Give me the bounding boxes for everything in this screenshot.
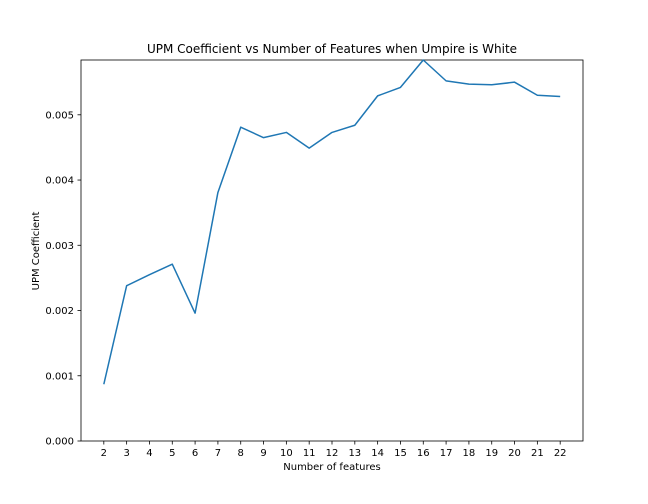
x-tick-label: 3 [123, 448, 129, 459]
x-tick-label: 6 [192, 448, 198, 459]
y-axis-label: UPM Coefficient [31, 212, 42, 291]
y-tick-label: 0.002 [45, 306, 74, 317]
y-tick-label: 0.000 [45, 437, 74, 448]
y-tick-label: 0.004 [45, 176, 74, 187]
x-tick-label: 11 [303, 448, 316, 459]
x-tick-label: 4 [146, 448, 152, 459]
y-tick-label: 0.001 [45, 371, 74, 382]
x-tick-label: 10 [280, 448, 293, 459]
x-tick-label: 17 [440, 448, 453, 459]
x-axis: 2 3 4 5 6 7 8 9 10 11 12 13 14 15 16 17 18 19 20 21 22 [101, 441, 567, 459]
x-tick-label: 16 [417, 448, 430, 459]
x-tick-label: 5 [169, 448, 175, 459]
chart-title: UPM Coefficient vs Number of Features wh… [147, 42, 517, 56]
x-tick-label: 21 [531, 448, 544, 459]
y-tick-label: 0.005 [45, 110, 74, 121]
series-line [103, 59, 561, 385]
y-axis: 0.000 0.001 0.002 0.003 0.004 0.005 [45, 110, 81, 448]
x-tick-label: 19 [485, 448, 498, 459]
x-tick-label: 15 [394, 448, 407, 459]
x-tick-label: 20 [508, 448, 521, 459]
x-tick-label: 14 [371, 448, 384, 459]
plot-area: 2 3 4 5 6 7 8 9 10 11 12 13 14 15 16 17 18 19 20 21 22 0.000… [45, 59, 584, 459]
x-tick-label: 13 [348, 448, 361, 459]
x-tick-label: 9 [260, 448, 266, 459]
x-tick-label: 8 [238, 448, 244, 459]
plot-frame [80, 59, 584, 442]
x-tick-label: 2 [101, 448, 107, 459]
x-axis-label: Number of features [283, 462, 380, 473]
y-tick-label: 0.003 [45, 241, 74, 252]
x-tick-label: 12 [326, 448, 339, 459]
x-tick-label: 22 [554, 448, 567, 459]
x-tick-label: 7 [215, 448, 221, 459]
x-tick-label: 18 [463, 448, 476, 459]
